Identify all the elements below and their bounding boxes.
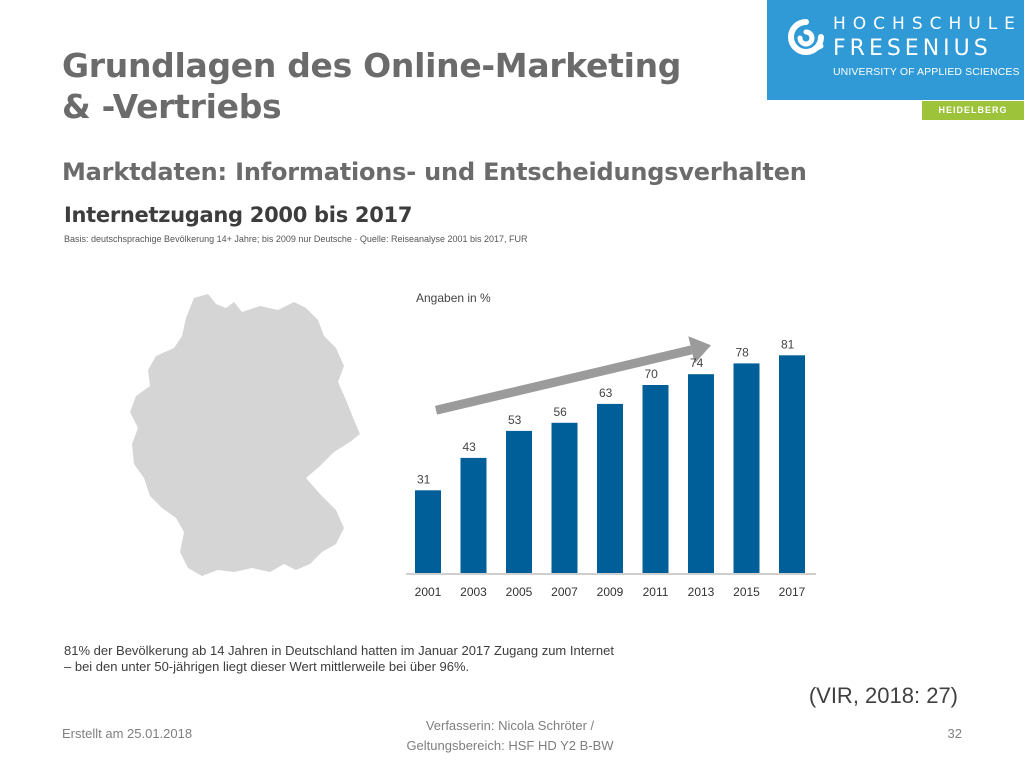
bar-2009 [597, 403, 623, 574]
trend-arrow [434, 336, 711, 415]
citation: (VIR, 2018: 27) [808, 683, 958, 708]
bar-value-label: 70 [645, 367, 659, 381]
location-badge: HEIDELBERG [922, 101, 1024, 120]
bar-value-label: 78 [736, 345, 750, 359]
x-tick-label: 2003 [460, 585, 487, 599]
chart-unit-label: Angaben in % [416, 291, 491, 305]
figure-title: Internetzugang 2000 bis 2017 [64, 203, 413, 227]
footer-author-line-1: Verfasserin: Nicola Schröter / [425, 718, 595, 733]
bar-value-label: 31 [417, 472, 431, 486]
figure-source: Basis: deutschsprachige Bevölkerung 14+ … [64, 234, 528, 244]
bar-value-label: 74 [690, 356, 704, 370]
university-logo: HOCHSCHULE FRESENIUS UNIVERSITY OF APPLI… [767, 0, 1024, 100]
trend-arrow-head [688, 336, 711, 364]
bar-2011 [642, 385, 669, 574]
bar-value-label: 56 [554, 405, 568, 419]
bar-value-label: 43 [463, 440, 477, 454]
logo-text-line-1: HOCHSCHULE [833, 14, 1022, 34]
figure-footnote: 81% der Bevölkerung ab 14 Jahren in Deut… [64, 643, 614, 675]
bar-value-label: 63 [599, 386, 613, 400]
bar-2017 [779, 355, 805, 574]
fresenius-logo-icon [788, 19, 824, 55]
footer-author-line-2: Geltungsbereich: HSF HD Y2 B-BW [406, 738, 614, 753]
x-tick-label: 2009 [597, 585, 624, 599]
x-tick-label: 2013 [688, 585, 715, 599]
bar-2007 [551, 422, 578, 574]
x-tick-label: 2017 [779, 585, 806, 599]
trend-arrow-shaft [434, 345, 693, 415]
footer-author: Verfasserin: Nicola Schröter / Geltungsb… [340, 716, 680, 756]
bar-value-label: 53 [508, 413, 522, 427]
footnote-line-2: – bei den unter 50-jährigen liegt dieser… [64, 659, 470, 674]
slide-title-line-2: & -Vertriebs [62, 86, 282, 126]
slide-title-line-1: Grundlagen des Online-Marketing [62, 46, 682, 85]
page-number: 32 [947, 726, 962, 741]
bar-2001 [415, 490, 441, 574]
x-tick-label: 2015 [733, 585, 760, 599]
internet-access-bar-chart: Angaben in % 31 43 53 56 63 70 74 78 81 2001 2003… [406, 291, 816, 599]
slide-title: Grundlagen des Online-Marketing & -Vertr… [62, 46, 681, 127]
bar-2005 [506, 430, 532, 574]
bar-2015 [733, 363, 760, 574]
x-tick-label: 2007 [551, 585, 578, 599]
x-tick-label: 2005 [506, 585, 533, 599]
bar-2013 [688, 374, 714, 574]
bar-2003 [460, 457, 487, 574]
footnote-line-1: 81% der Bevölkerung ab 14 Jahren in Deut… [64, 643, 614, 658]
x-tick-label: 2001 [415, 585, 442, 599]
x-tick-label: 2011 [643, 585, 669, 599]
germany-map-icon [130, 294, 360, 576]
bar-value-label: 81 [781, 337, 795, 351]
slide-subtitle: Marktdaten: Informations- und Entscheidu… [62, 158, 807, 186]
footer-date: Erstellt am 25.01.2018 [62, 726, 193, 741]
logo-text-line-3: UNIVERSITY OF APPLIED SCIENCES [833, 66, 1020, 78]
logo-text-line-2: FRESENIUS [833, 36, 992, 61]
